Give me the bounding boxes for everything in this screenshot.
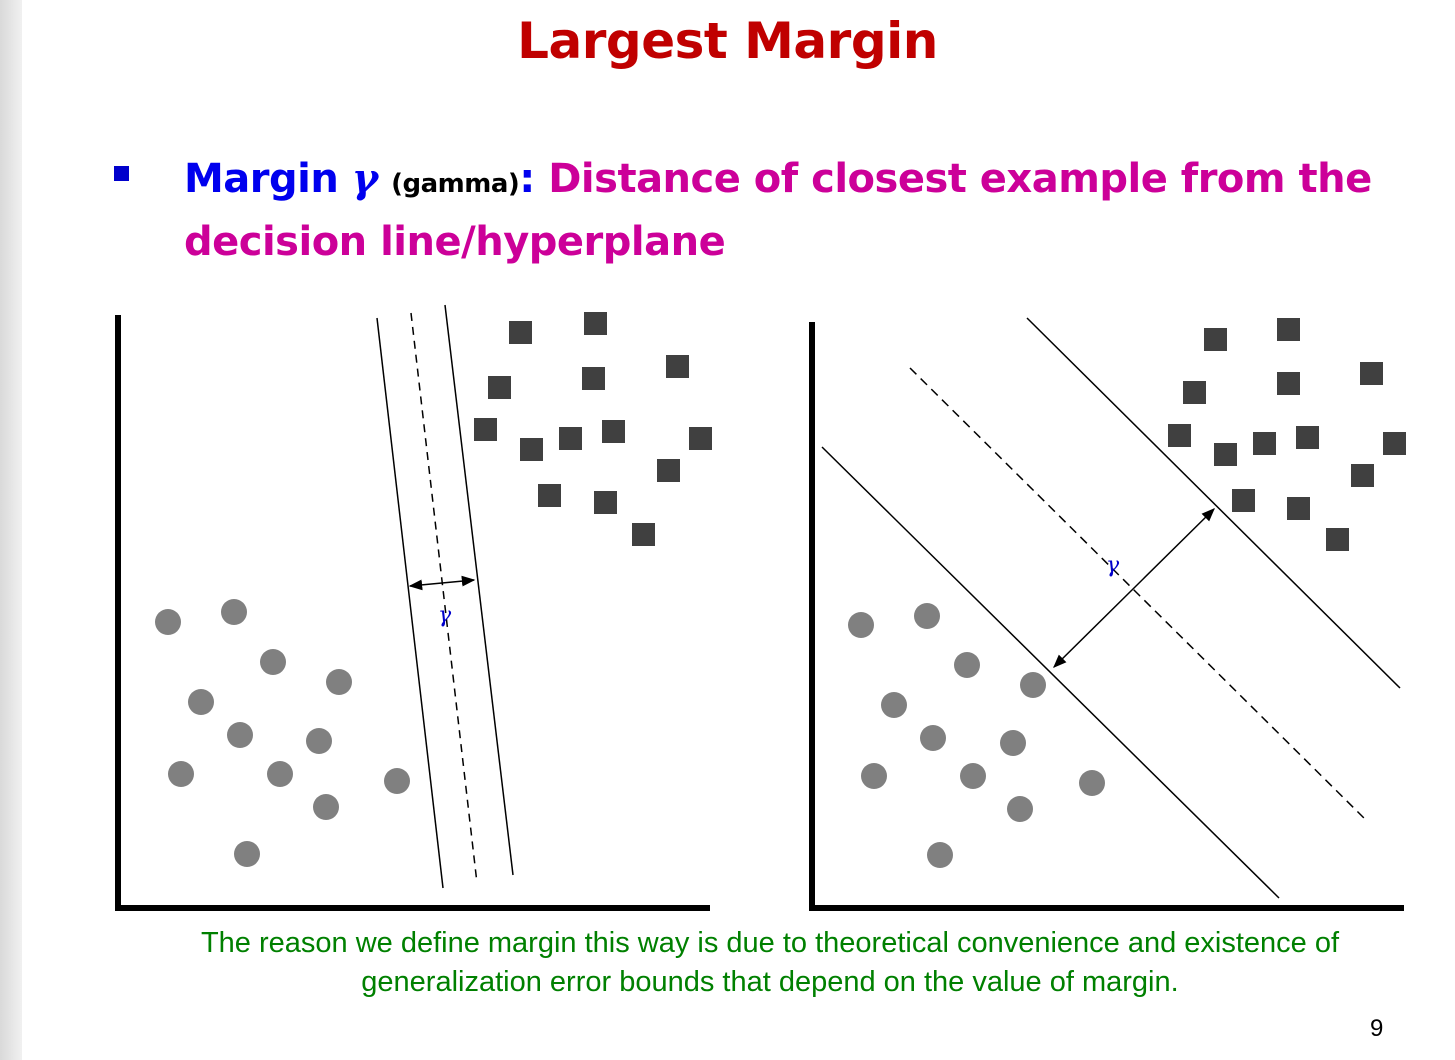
right-margin-line-2 — [1026, 317, 1401, 689]
square-point — [689, 427, 712, 450]
square-point — [1360, 362, 1383, 385]
square-point — [559, 427, 582, 450]
square-point — [666, 355, 689, 378]
circle-point — [954, 652, 980, 678]
circle-point — [306, 728, 332, 754]
square-point — [1326, 528, 1349, 551]
right-gamma-label: γ — [1106, 553, 1120, 578]
square-point — [582, 367, 605, 390]
caption-text: The reason we define margin this way is … — [200, 927, 1340, 998]
left-margin-line-1 — [376, 317, 444, 889]
circle-point — [227, 722, 253, 748]
slide-edge-strip — [0, 0, 22, 1060]
circle-point — [848, 612, 874, 638]
square-point — [1287, 497, 1310, 520]
square-point — [538, 484, 561, 507]
bullet-square-icon — [114, 166, 129, 181]
left-margin-line-2 — [444, 304, 514, 876]
large-margin-panel: γ — [809, 317, 1406, 911]
slide-title: Largest Margin — [517, 12, 938, 70]
margin-definition: Distance of closest example from the dec… — [184, 156, 1372, 265]
circle-point — [920, 725, 946, 751]
circle-point — [1000, 730, 1026, 756]
right-margin-line-1 — [821, 446, 1280, 899]
square-point — [1383, 432, 1406, 455]
circle-point — [326, 669, 352, 695]
circle-point — [927, 842, 953, 868]
circle-point — [168, 761, 194, 787]
square-point — [584, 312, 607, 335]
square-point — [632, 523, 655, 546]
circle-point — [234, 841, 260, 867]
circle-point — [260, 649, 286, 675]
left-gamma-label: γ — [438, 603, 452, 628]
left-square-class — [474, 312, 712, 546]
square-point — [1253, 432, 1276, 455]
square-point — [488, 376, 511, 399]
square-point — [1296, 426, 1319, 449]
square-point — [1183, 381, 1206, 404]
square-point — [474, 418, 497, 441]
gamma-word: (gamma) — [391, 169, 520, 199]
right-square-class — [1168, 318, 1406, 551]
circle-point — [881, 692, 907, 718]
circle-point — [1007, 796, 1033, 822]
square-point — [1204, 328, 1227, 351]
square-point — [1351, 464, 1374, 487]
circle-point — [155, 609, 181, 635]
square-point — [1277, 372, 1300, 395]
square-point — [594, 491, 617, 514]
square-point — [520, 438, 543, 461]
circle-point — [861, 763, 887, 789]
right-gamma-arrow — [1053, 508, 1215, 668]
circle-point — [221, 599, 247, 625]
circle-point — [1020, 672, 1046, 698]
bullet-text: Margin γ (gamma): Distance of closest ex… — [184, 150, 1384, 271]
square-point — [1214, 443, 1237, 466]
left-circle-class — [155, 599, 410, 867]
page-number: 9 — [1370, 1015, 1384, 1042]
margin-term: Margin — [184, 156, 339, 202]
circle-point — [1079, 770, 1105, 796]
bullet-colon: : — [519, 156, 535, 202]
right-circle-class — [848, 603, 1105, 868]
circle-point — [914, 603, 940, 629]
left-decision-line — [410, 312, 478, 884]
small-margin-panel: γ — [115, 304, 712, 911]
square-point — [1232, 489, 1255, 512]
circle-point — [267, 761, 293, 787]
gamma-symbol: γ — [351, 155, 378, 202]
circle-point — [313, 794, 339, 820]
square-point — [509, 321, 532, 344]
square-point — [1277, 318, 1300, 341]
circle-point — [188, 689, 214, 715]
circle-point — [960, 763, 986, 789]
square-point — [657, 459, 680, 482]
square-point — [1168, 424, 1191, 447]
square-point — [602, 420, 625, 443]
left-gamma-arrow — [408, 575, 476, 591]
circle-point — [384, 768, 410, 794]
